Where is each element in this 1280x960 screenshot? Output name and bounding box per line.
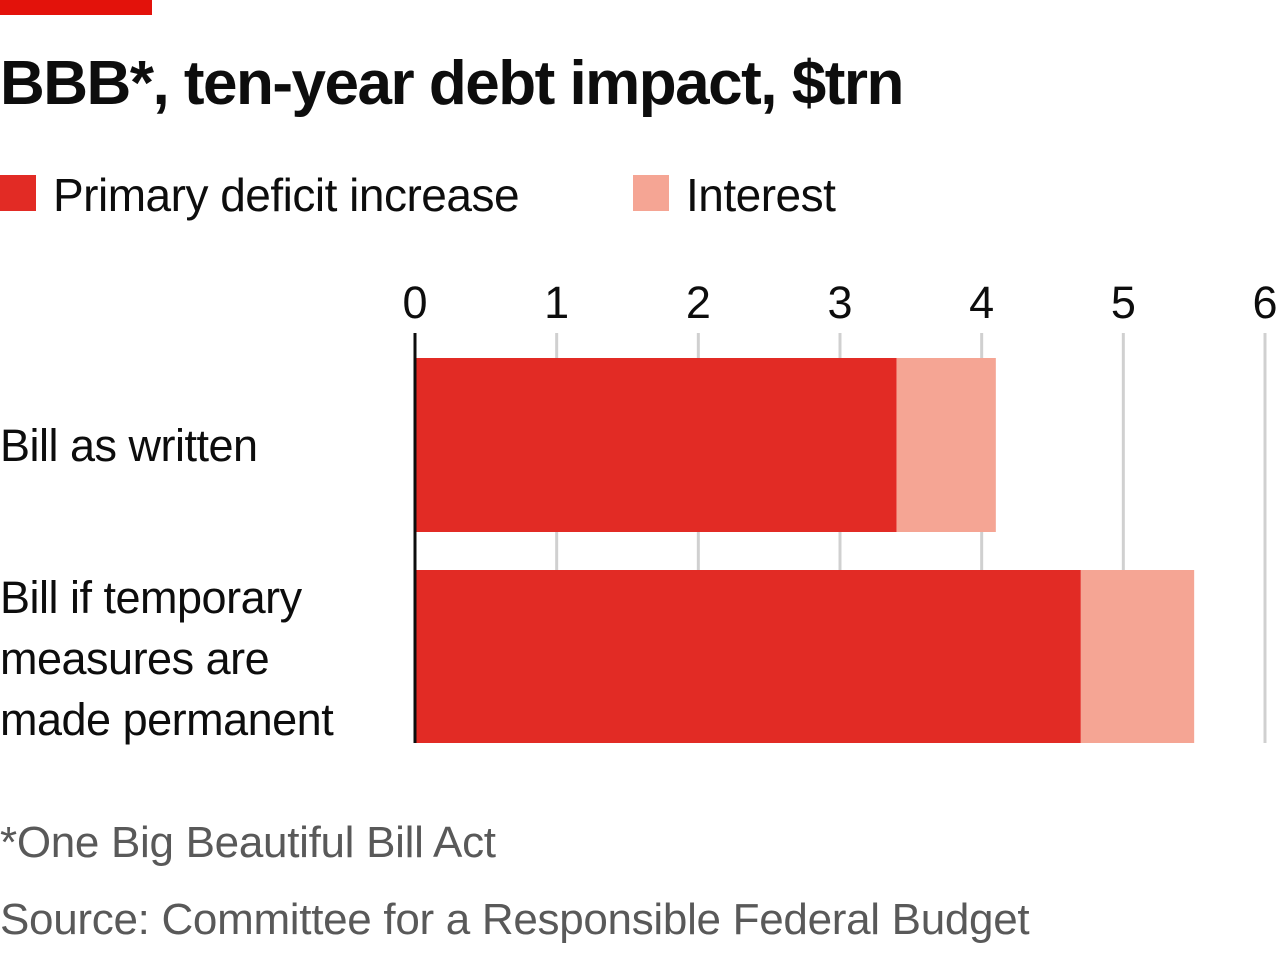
bar-primary-row1 (415, 358, 897, 532)
x-tick-label-3: 3 (827, 277, 852, 328)
row-label-permanent-line2: measures are (0, 633, 270, 684)
x-tick-label-1: 1 (544, 277, 569, 328)
x-tick-label-4: 4 (969, 277, 994, 328)
chart-title: BBB*, ten-year debt impact, $trn (0, 49, 904, 118)
row-label-permanent-line3: made permanent (0, 694, 334, 745)
legend-swatch-interest (633, 175, 669, 211)
row-label-permanent-line1: Bill if temporary (0, 572, 302, 623)
footnote: *One Big Beautiful Bill Act (0, 818, 496, 867)
legend-swatch-primary (0, 175, 36, 211)
bar-interest-row2 (1080, 570, 1195, 743)
row-label-bill-as-written: Bill as written (0, 420, 258, 471)
x-tick-label-6: 6 (1252, 277, 1277, 328)
source-note: Source: Committee for a Responsible Fede… (0, 895, 1030, 944)
bar-interest-row1 (896, 358, 996, 532)
x-tick-label-5: 5 (1111, 277, 1136, 328)
x-tick-label-0: 0 (402, 277, 427, 328)
legend-label-primary: Primary deficit increase (53, 169, 520, 221)
legend-label-interest: Interest (686, 169, 836, 221)
bar-primary-row2 (415, 570, 1081, 743)
accent-rule (0, 0, 152, 15)
x-tick-label-2: 2 (686, 277, 711, 328)
